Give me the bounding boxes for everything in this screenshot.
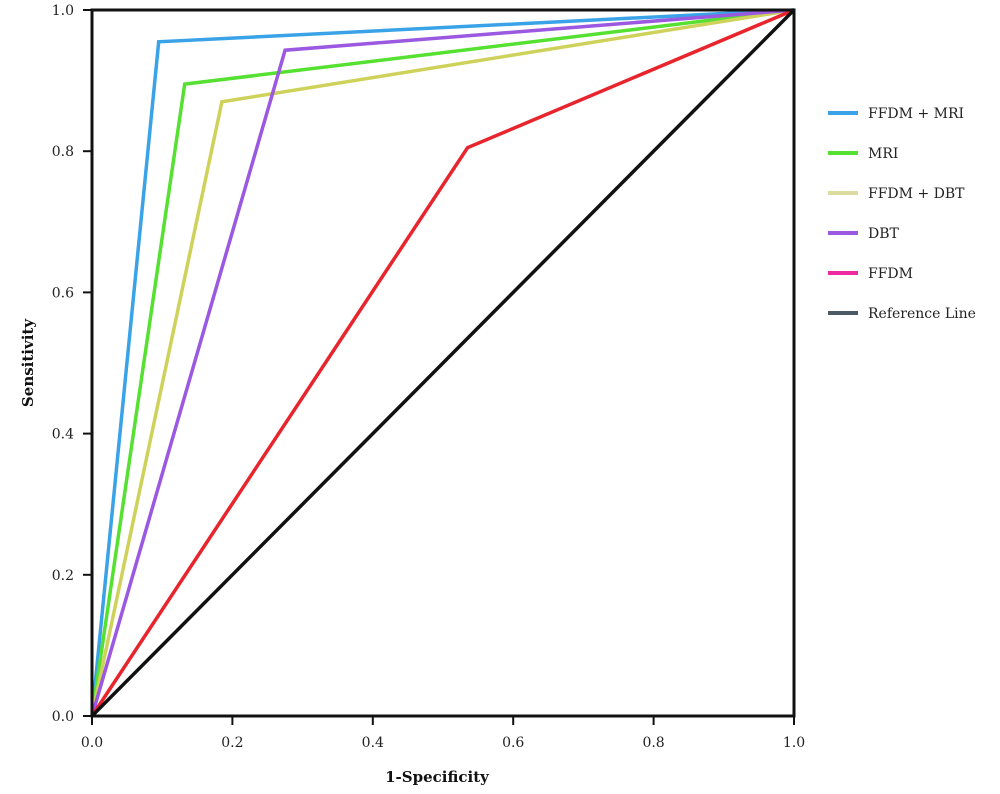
series-line-mri (90, 8, 795, 717)
y-tick-label: 0.4 (52, 427, 74, 443)
legend-label: FFDM + MRI (868, 106, 964, 122)
y-tick-label: 1.0 (52, 3, 74, 19)
x-tick-label: 0.4 (362, 735, 384, 751)
legend-label: MRI (868, 146, 898, 162)
series-line-ffdm-mri (90, 8, 795, 717)
y-axis-title: Sensitivity (19, 318, 37, 407)
x-axis-ticks: 0.0 0.2 0.4 0.6 0.8 1.0 (81, 716, 805, 751)
legend: FFDM + MRI MRI FFDM + DBT DBT FFDM Reference … (828, 106, 976, 322)
series-line-ffdm-dbt (90, 8, 795, 717)
y-tick-label: 0.0 (52, 709, 74, 725)
x-tick-label: 0.8 (642, 735, 664, 751)
y-tick-label: 0.8 (52, 144, 74, 160)
plot-lines (90, 8, 796, 718)
legend-label: FFDM (868, 266, 913, 282)
x-tick-label: 0.0 (81, 735, 103, 751)
x-tick-label: 0.2 (221, 735, 243, 751)
y-axis-ticks: 0.0 0.2 0.4 0.6 0.8 1.0 (52, 3, 92, 725)
y-tick-label: 0.2 (52, 568, 74, 584)
legend-label: DBT (868, 226, 900, 242)
x-tick-label: 0.6 (502, 735, 524, 751)
x-tick-label: 1.0 (783, 735, 805, 751)
legend-label: FFDM + DBT (868, 186, 965, 202)
plot-frame (90, 8, 796, 718)
series-line-ffdm (90, 8, 795, 717)
y-tick-label: 0.6 (52, 285, 74, 301)
series-line-reference-line (90, 8, 796, 718)
x-axis-title: 1-Specificity (385, 768, 490, 786)
series-line-dbt (90, 8, 795, 717)
legend-label: Reference Line (868, 306, 976, 322)
